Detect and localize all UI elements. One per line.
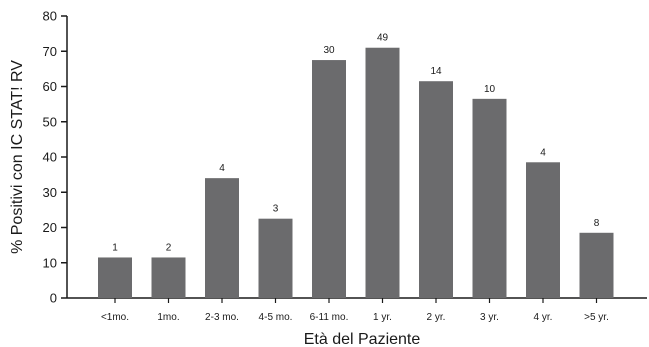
y-tick-label: 10	[43, 255, 57, 270]
x-tick-label: 2 yr.	[427, 312, 446, 323]
bar	[419, 81, 453, 299]
x-tick-label: 1mo.	[157, 312, 179, 323]
bar	[312, 60, 346, 298]
bar	[151, 257, 186, 298]
data-label: 8	[594, 218, 600, 229]
x-tick-label: 1 yr.	[373, 312, 392, 323]
bar	[365, 47, 400, 298]
y-tick-label: 30	[43, 185, 57, 200]
data-label: 49	[377, 33, 389, 44]
y-tick-label: 80	[43, 9, 57, 24]
x-tick-label: 6-11 mo.	[310, 312, 349, 323]
y-tick-label: 40	[43, 150, 57, 165]
x-tick-label: >5 yr.	[584, 312, 609, 323]
x-tick-label: 4 yr.	[534, 312, 553, 323]
x-axis-title: Età del Paziente	[304, 331, 421, 347]
data-label: 4	[540, 147, 546, 158]
labels: 1 <1mo. 2 1mo. 4 2-3 mo. 3 4-5 mo. 30 6-11 mo. 49 1…	[101, 33, 609, 323]
data-label: 4	[219, 163, 225, 174]
data-label: 30	[323, 45, 335, 56]
x-tick-label: 3 yr.	[480, 312, 499, 323]
data-label: 14	[430, 66, 442, 77]
y-tick-label: 70	[43, 44, 57, 59]
bar	[98, 257, 132, 298]
y-tick-label: 20	[43, 220, 57, 235]
data-label: 2	[166, 242, 172, 253]
bar	[526, 162, 560, 298]
data-label: 1	[112, 242, 118, 253]
bar	[472, 98, 507, 299]
x-tick-label: 2-3 mo.	[205, 312, 239, 323]
bar	[258, 218, 293, 298]
data-label: 3	[273, 204, 279, 215]
x-tick-label: 4-5 mo.	[259, 312, 293, 323]
bar	[579, 232, 614, 298]
bars	[98, 47, 614, 299]
bar	[205, 178, 239, 298]
data-label: 10	[484, 84, 496, 95]
x-tick-label: <1mo.	[101, 312, 129, 323]
y-axis-title: % Positivi con IC STAT! RV	[9, 60, 26, 254]
y-tick-label: 50	[43, 114, 57, 129]
y-tick-label: 60	[43, 79, 57, 94]
y-tick-label: 0	[50, 291, 57, 306]
